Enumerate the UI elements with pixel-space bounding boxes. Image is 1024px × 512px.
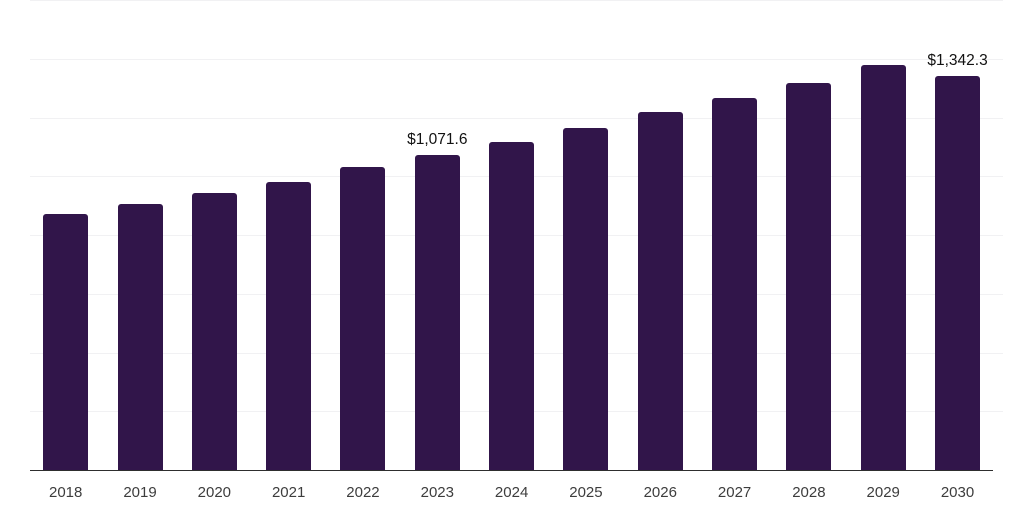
x-tick-label-2021: 2021 <box>271 484 306 501</box>
x-tick-label-2027: 2027 <box>717 484 752 501</box>
gridline-1400 <box>30 58 1003 60</box>
bar-2030 <box>935 75 981 470</box>
x-tick-label-2025: 2025 <box>569 484 603 501</box>
x-tick-label-2030: 2030 <box>940 484 975 501</box>
x-tick-label-2020: 2020 <box>197 484 232 501</box>
gridline-1600 <box>30 0 1003 1</box>
x-tick-label-2018: 2018 <box>49 484 83 501</box>
bar-2020 <box>191 193 237 470</box>
x-tick-label-2022: 2022 <box>346 484 380 501</box>
x-tick-label-2029: 2029 <box>866 484 900 501</box>
x-tick-label-2026: 2026 <box>643 484 677 501</box>
x-axis-line <box>30 469 993 471</box>
x-tick-label-2028: 2028 <box>792 484 826 501</box>
x-tick-label-2019: 2019 <box>123 484 157 501</box>
bar-2027 <box>712 97 758 470</box>
x-tick-label-2023: 2023 <box>420 484 454 501</box>
x-tick-label-2024: 2024 <box>494 484 529 501</box>
bar-2025 <box>563 128 609 470</box>
bar-2029 <box>860 64 906 470</box>
bar-2021 <box>266 181 312 470</box>
gridline-1200 <box>30 117 1003 119</box>
bar-2023 <box>414 155 460 470</box>
plot-area: $1,071.6 $1,342.3 <box>30 0 1003 471</box>
bar-2026 <box>637 111 683 470</box>
data-label-2023: $1,071.6 <box>407 131 468 149</box>
bar-2024 <box>489 142 535 470</box>
bar-2022 <box>340 166 386 470</box>
bar-2018 <box>43 214 89 470</box>
bar-2019 <box>117 204 163 470</box>
data-label-2030: $1,342.3 <box>927 51 988 69</box>
bar-2028 <box>786 82 832 470</box>
